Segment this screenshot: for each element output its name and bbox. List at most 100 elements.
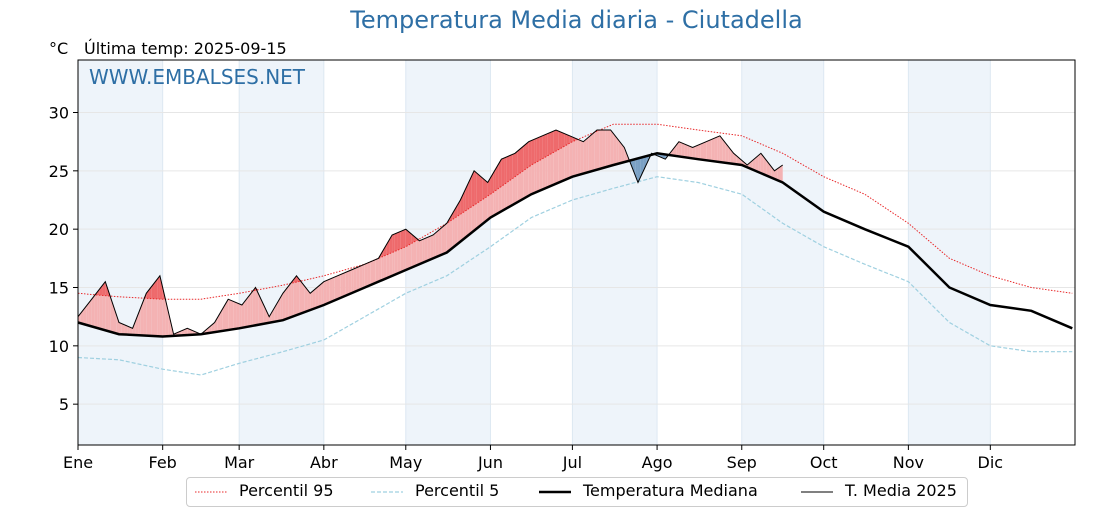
above-p95-fill <box>545 133 548 158</box>
above-median-fill <box>110 298 114 333</box>
above-p95-fill <box>99 285 103 296</box>
above-median-fill <box>427 236 431 261</box>
above-median-fill <box>230 300 234 330</box>
above-p95-fill <box>157 275 160 300</box>
above-p95-fill <box>525 141 529 169</box>
legend-item-p95: Percentil 95 <box>193 481 353 503</box>
y-unit-label: °C <box>49 39 69 58</box>
above-p95-fill <box>463 188 466 213</box>
above-p95-fill <box>408 231 412 246</box>
legend-swatch-2025 <box>801 491 833 493</box>
above-median-fill <box>244 298 248 328</box>
above-p95-fill <box>569 135 573 144</box>
above-p95-fill <box>523 144 526 171</box>
above-median-fill <box>285 286 289 320</box>
above-median-fill <box>364 263 368 288</box>
above-median-fill <box>569 135 573 178</box>
above-median-fill <box>607 130 611 167</box>
above-median-fill <box>681 142 685 158</box>
above-median-fill <box>307 289 311 312</box>
x-axis: Ene Feb Mar Abr May Jun Jul Ago Sep Oct Nov Dic <box>63 445 1003 472</box>
above-median-fill <box>266 310 270 324</box>
above-median-fill <box>763 156 767 176</box>
above-median-fill <box>241 301 245 328</box>
above-p95-fill <box>506 155 510 183</box>
above-median-fill <box>575 138 578 176</box>
above-median-fill <box>127 326 130 335</box>
above-median-fill <box>143 293 147 336</box>
grid-lines <box>78 60 1075 445</box>
above-median-fill <box>118 322 122 335</box>
below-median-fill <box>643 156 647 171</box>
above-p95-fill <box>566 134 570 145</box>
above-p95-fill <box>471 170 475 207</box>
above-p95-fill <box>495 163 499 191</box>
above-p95-fill <box>400 230 404 249</box>
above-median-fill <box>739 158 742 165</box>
above-p95-fill <box>474 170 477 206</box>
above-median-fill <box>211 322 215 333</box>
above-median-fill <box>162 287 166 337</box>
y-tick-label: 10 <box>49 337 69 356</box>
above-median-fill <box>97 288 100 329</box>
above-median-fill <box>624 147 628 163</box>
above-median-fill <box>187 328 190 335</box>
above-median-fill <box>261 299 264 325</box>
above-median-fill <box>708 139 712 161</box>
month-band <box>239 60 324 445</box>
above-median-fill <box>362 264 365 289</box>
above-median-fill <box>586 137 589 173</box>
month-band <box>572 60 658 445</box>
x-tick-label: Feb <box>149 453 177 472</box>
above-median-fill <box>424 237 428 262</box>
above-p95-fill <box>405 229 409 247</box>
above-median-fill <box>321 281 324 307</box>
above-p95-fill <box>389 235 393 254</box>
above-p95-fill <box>487 177 491 196</box>
above-p95-fill <box>539 135 543 161</box>
above-median-fill <box>725 142 729 164</box>
above-median-fill <box>140 300 144 336</box>
month-band <box>78 60 163 445</box>
above-median-fill <box>577 139 581 176</box>
above-median-fill <box>755 155 759 172</box>
above-p95-fill <box>564 133 567 147</box>
above-median-fill <box>689 146 693 159</box>
above-median-fill <box>591 132 595 172</box>
above-p95-fill <box>504 156 507 185</box>
x-tick-label: Jul <box>562 453 582 472</box>
above-median-fill <box>416 238 420 266</box>
above-median-fill <box>695 145 699 160</box>
x-tick-label: Nov <box>893 453 924 472</box>
above-median-fill <box>353 267 357 293</box>
above-median-fill <box>752 158 756 171</box>
above-median-fill <box>291 279 294 318</box>
above-median-fill <box>132 321 136 336</box>
above-median-fill <box>233 301 237 330</box>
x-tick-label: Dic <box>978 453 1004 472</box>
above-median-fill <box>342 272 346 297</box>
above-median-fill <box>293 275 297 317</box>
above-median-fill <box>596 130 600 170</box>
legend-swatch-p5 <box>371 491 403 493</box>
above-median-fill <box>258 293 262 325</box>
x-tick-label: Mar <box>224 453 255 472</box>
series-line-p5 <box>77 176 1073 376</box>
above-median-fill <box>435 230 439 258</box>
above-median-fill <box>769 163 772 178</box>
series-line-p95 <box>77 123 1073 300</box>
above-p95-fill <box>403 229 406 248</box>
above-p95-fill <box>520 146 524 173</box>
above-median-fill <box>449 214 453 251</box>
series-line-median <box>77 152 1073 338</box>
above-p95-fill <box>146 289 150 299</box>
above-median-fill <box>566 134 570 179</box>
above-median-fill <box>580 140 584 175</box>
above-median-fill <box>88 299 92 327</box>
above-median-fill <box>728 146 731 164</box>
above-median-fill <box>277 298 281 322</box>
above-median-fill <box>94 292 98 328</box>
below-median-fill <box>637 157 641 183</box>
above-p95-fill <box>392 233 395 253</box>
